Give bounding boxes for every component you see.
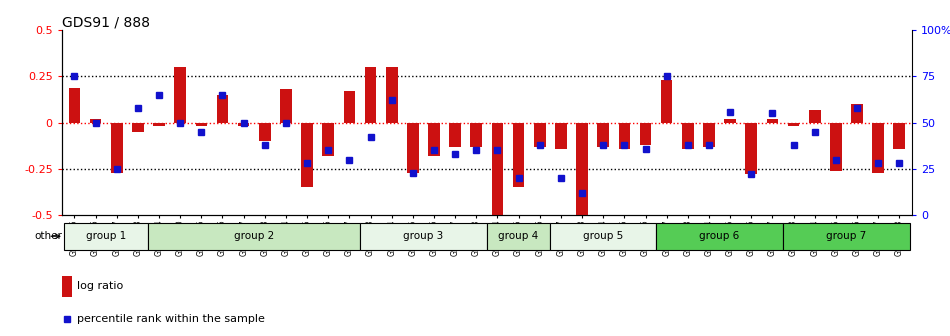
Bar: [872, 123, 884, 173]
Text: group 5: group 5: [583, 231, 623, 241]
Text: group 1: group 1: [86, 231, 126, 241]
Bar: [217, 95, 228, 123]
FancyBboxPatch shape: [550, 223, 656, 251]
Bar: [301, 123, 313, 187]
Bar: [682, 123, 694, 149]
Bar: [132, 123, 143, 132]
Bar: [808, 110, 821, 123]
Bar: [280, 89, 292, 123]
Bar: [513, 123, 524, 187]
Bar: [830, 123, 842, 171]
Text: log ratio: log ratio: [77, 281, 124, 291]
Text: percentile rank within the sample: percentile rank within the sample: [77, 314, 265, 324]
FancyBboxPatch shape: [486, 223, 550, 251]
Bar: [111, 123, 123, 173]
Text: other: other: [34, 231, 62, 241]
Bar: [851, 104, 863, 123]
Bar: [703, 123, 714, 146]
FancyBboxPatch shape: [64, 223, 148, 251]
Bar: [639, 123, 652, 145]
Bar: [894, 123, 905, 149]
Bar: [259, 123, 271, 141]
Bar: [598, 123, 609, 146]
Bar: [196, 123, 207, 126]
Bar: [153, 123, 165, 126]
Bar: [344, 91, 355, 123]
Bar: [62, 276, 72, 297]
Bar: [724, 119, 736, 123]
Bar: [746, 123, 757, 174]
FancyBboxPatch shape: [148, 223, 360, 251]
Bar: [365, 67, 376, 123]
Bar: [470, 123, 482, 146]
Bar: [407, 123, 419, 173]
Bar: [788, 123, 799, 126]
Text: GDS91 / 888: GDS91 / 888: [62, 15, 150, 29]
Text: group 3: group 3: [404, 231, 444, 241]
Bar: [89, 119, 102, 123]
FancyBboxPatch shape: [656, 223, 783, 251]
Bar: [661, 80, 673, 123]
Bar: [68, 88, 80, 123]
Text: group 2: group 2: [234, 231, 275, 241]
Text: group 4: group 4: [499, 231, 539, 241]
Text: group 7: group 7: [826, 231, 866, 241]
Bar: [767, 119, 778, 123]
FancyBboxPatch shape: [783, 223, 910, 251]
Bar: [175, 67, 186, 123]
Bar: [386, 67, 397, 123]
Bar: [555, 123, 567, 149]
Bar: [322, 123, 334, 156]
Bar: [238, 123, 250, 126]
Text: group 6: group 6: [699, 231, 740, 241]
Bar: [449, 123, 461, 146]
Bar: [577, 123, 588, 215]
FancyBboxPatch shape: [360, 223, 486, 251]
Bar: [534, 123, 545, 146]
Bar: [428, 123, 440, 156]
Bar: [618, 123, 630, 149]
Bar: [492, 123, 504, 215]
